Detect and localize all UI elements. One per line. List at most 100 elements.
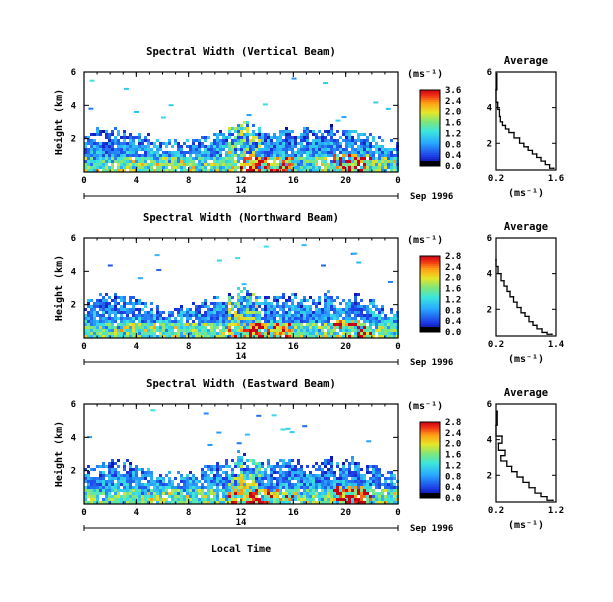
heatmap-cell: [372, 335, 375, 338]
heatmap-cell: [309, 311, 312, 314]
heatmap-cell: [282, 130, 285, 133]
heatmap-cell: [303, 133, 306, 136]
heatmap-cell: [111, 462, 114, 465]
x-tick-label: 4: [134, 342, 140, 352]
heatmap-cell: [333, 160, 336, 163]
heatmap-cell: [138, 154, 141, 157]
heatmap-cell: [306, 311, 309, 314]
heatmap-cell: [339, 157, 342, 160]
heatmap-cell: [393, 498, 396, 501]
heatmap-cell: [129, 296, 132, 299]
heatmap-cell: [324, 145, 327, 148]
heatmap-cell: [297, 136, 300, 139]
heatmap-cell: [234, 311, 237, 314]
heatmap-cell: [321, 154, 324, 157]
heatmap-cell: [99, 471, 102, 474]
heatmap-cell: [243, 296, 246, 299]
heatmap-cell: [288, 468, 291, 471]
heatmap-cell: [189, 471, 192, 474]
heatmap-cell: [261, 498, 264, 501]
heatmap-cell: [114, 492, 117, 495]
colorbar-swatch: [420, 307, 440, 310]
heatmap-cell: [273, 311, 276, 314]
heatmap-cell: [156, 151, 159, 154]
heatmap-cell: [123, 160, 126, 163]
heatmap-cell: [141, 323, 144, 326]
heatmap-cell: [276, 299, 279, 302]
heatmap-cell: [387, 492, 390, 495]
heatmap-cell: [213, 142, 216, 145]
heatmap-cell: [297, 302, 300, 305]
heatmap-cell: [264, 299, 267, 302]
heatmap-cell: [90, 323, 93, 326]
heatmap-cell: [321, 317, 324, 320]
heatmap-cell: [99, 320, 102, 323]
heatmap-cell: [324, 486, 327, 489]
heatmap-cell: [237, 489, 240, 492]
heatmap-cell: [120, 151, 123, 154]
heatmap-cell: [327, 130, 330, 133]
heatmap-cell: [165, 320, 168, 323]
heatmap-cell: [216, 465, 219, 468]
heatmap-cell: [309, 154, 312, 157]
heatmap-cell: [366, 320, 369, 323]
heatmap-cell: [333, 323, 336, 326]
heatmap-cell: [309, 163, 312, 166]
heatmap-cell: [354, 293, 357, 296]
average-point: [548, 163, 551, 166]
heatmap-cell: [276, 489, 279, 492]
heatmap-cell: [282, 471, 285, 474]
heatmap-cell: [282, 293, 285, 296]
heatmap-cell: [357, 465, 360, 468]
heatmap-cell: [252, 323, 255, 326]
heatmap-cell: [282, 296, 285, 299]
heatmap-cell: [120, 335, 123, 338]
heatmap-cell: [210, 492, 213, 495]
heatmap-cell: [243, 495, 246, 498]
heatmap-cell: [384, 501, 387, 504]
heatmap-cell: [138, 332, 141, 335]
heatmap-cell: [306, 501, 309, 504]
heatmap-cell: [90, 501, 93, 504]
heatmap-cell: [363, 166, 366, 169]
heatmap-cell: [255, 166, 258, 169]
heatmap-cell: [240, 483, 243, 486]
heatmap-cell: [117, 459, 120, 462]
heatmap-cell: [291, 329, 294, 332]
heatmap-cell: [354, 160, 357, 163]
heatmap-cell: [273, 305, 276, 308]
heatmap-cell: [123, 477, 126, 480]
heatmap-cell: [114, 160, 117, 163]
heatmap-cell: [252, 332, 255, 335]
heatmap-cell: [264, 326, 267, 329]
heatmap-cell: [198, 154, 201, 157]
heatmap-cell: [87, 483, 90, 486]
heatmap-cell: [324, 335, 327, 338]
heatmap-cell: [177, 148, 180, 151]
heatmap-cell: [222, 308, 225, 311]
heatmap-cell: [387, 489, 390, 492]
heatmap-cell: [276, 495, 279, 498]
heatmap-cell: [372, 323, 375, 326]
heatmap-cell: [366, 492, 369, 495]
heatmap-cell: [294, 308, 297, 311]
heatmap-cell: [129, 142, 132, 145]
heatmap-cell: [147, 320, 150, 323]
heatmap-cell: [261, 474, 264, 477]
heatmap-cell: [87, 477, 90, 480]
heatmap-cell: [276, 163, 279, 166]
heatmap-cell: [213, 489, 216, 492]
colorbar-swatch: [420, 294, 440, 297]
heatmap-cell: [384, 498, 387, 501]
heatmap-cell: [99, 332, 102, 335]
heatmap-cell: [321, 323, 324, 326]
heatmap-cell: [114, 498, 117, 501]
heatmap-cell: [315, 483, 318, 486]
heatmap-cell: [186, 326, 189, 329]
heatmap-cell: [102, 474, 105, 477]
heatmap-cell: [342, 498, 345, 501]
heatmap-cell: [162, 160, 165, 163]
heatmap-cell: [327, 139, 330, 142]
heatmap-cell: [177, 145, 180, 148]
heatmap-cell: [387, 332, 390, 335]
